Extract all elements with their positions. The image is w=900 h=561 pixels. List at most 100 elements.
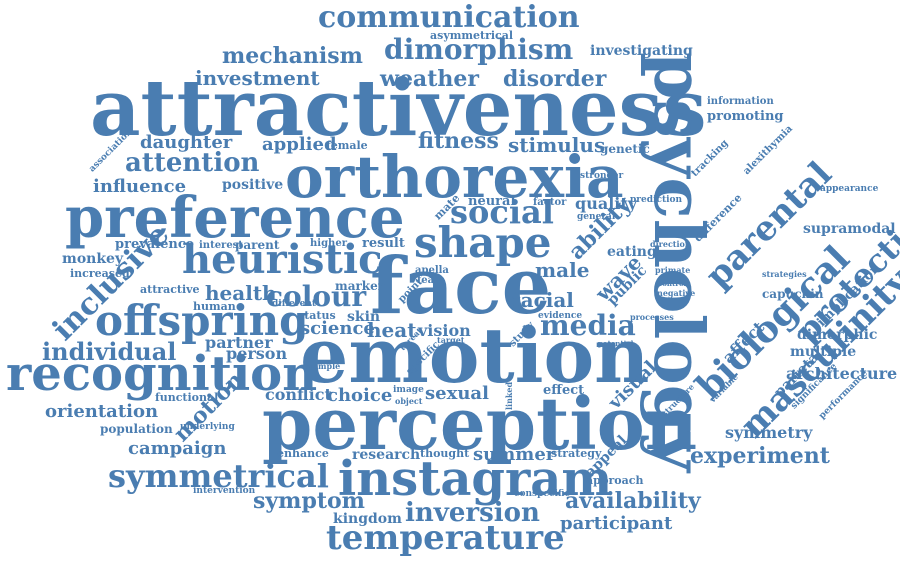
word-heuristic: heuristic	[182, 236, 383, 283]
word-higher: higher	[310, 238, 347, 249]
word-vision: vision	[418, 321, 471, 340]
word-attractiveness: attractiveness	[90, 63, 707, 154]
word-investment: investment	[195, 66, 320, 90]
word-sexual: sexual	[425, 383, 489, 404]
word-stronger: stronger	[580, 171, 624, 181]
word-recognition: recognition	[6, 346, 318, 402]
word-attention: attention	[125, 148, 260, 178]
word-disorder: disorder	[503, 66, 607, 92]
word-weather: weather	[380, 66, 479, 92]
word-stimulus: stimulus	[508, 133, 606, 157]
word-influence: influence	[93, 176, 187, 197]
word-intervention: intervention	[193, 486, 256, 496]
word-shape: shape	[414, 218, 552, 267]
word-factor: factor	[533, 197, 567, 208]
word-symmetrical: symmetrical	[108, 457, 329, 495]
word-asymmetrical: asymmetrical	[430, 29, 514, 42]
word-social: social	[450, 193, 554, 231]
word-mechanism: mechanism	[222, 43, 363, 69]
word-skin: skin	[347, 309, 381, 325]
word-target: target	[437, 335, 465, 345]
word-orientation: orientation	[45, 401, 159, 422]
word-research: research	[352, 447, 421, 463]
word-different: different	[272, 299, 316, 309]
word-general: general	[577, 212, 616, 222]
word-preference: preference	[65, 185, 405, 251]
word-approach: approach	[586, 474, 644, 487]
word-functional: functional	[155, 391, 219, 404]
word-choice: choice	[327, 385, 393, 406]
word-marker: marker	[335, 279, 385, 293]
word-thought: thought	[420, 447, 470, 460]
word-multiple: multiple	[790, 344, 857, 360]
word-control: control	[658, 279, 687, 288]
word-facial: facial	[512, 288, 574, 312]
word-availability: availability	[565, 488, 701, 514]
word-result: result	[362, 236, 405, 251]
word-offspring: offspring	[95, 296, 309, 345]
word-science: science	[300, 318, 375, 339]
word-prevalence: prevalence	[115, 237, 195, 252]
word-appearance: appearance	[820, 184, 879, 194]
word-processes: processes	[630, 312, 674, 322]
word-strategies: strategies	[762, 269, 807, 279]
word-individual: individual	[42, 337, 177, 366]
word-positive: positive	[222, 177, 284, 193]
word-apella: apella	[415, 265, 449, 276]
word-supramodal: supramodal	[803, 221, 896, 237]
word-information: information	[707, 96, 774, 107]
word-investigating: investigating	[590, 43, 693, 59]
word-linked: linked	[504, 381, 514, 410]
word-daughter: daughter	[140, 132, 233, 153]
word-increased: increased	[70, 267, 130, 280]
word-communication: communication	[318, 0, 580, 35]
word-fitness: fitness	[418, 128, 499, 154]
word-enhance: enhance	[277, 447, 329, 460]
word-inversion: inversion	[405, 498, 540, 528]
word-status: status	[298, 309, 336, 322]
word-neural: neural	[468, 194, 516, 209]
word-participant: participant	[560, 513, 673, 534]
word-media: media	[540, 309, 636, 342]
word-symptom: symptom	[253, 488, 365, 514]
word-interest: interest	[199, 240, 243, 251]
word-campaign: campaign	[128, 438, 227, 459]
word-symmetry: symmetry	[725, 423, 813, 442]
word-temperature: temperature	[326, 518, 565, 558]
word-emotion: emotion	[300, 311, 650, 400]
word-evidence: evidence	[538, 311, 583, 321]
word-dimorphism: dimorphism	[384, 33, 574, 66]
word-object: object	[395, 396, 423, 406]
word-parent: parent	[235, 238, 280, 252]
word-fear: fear	[417, 275, 440, 286]
word-population: population	[100, 422, 173, 436]
word-genetic: genetic	[600, 142, 650, 156]
word-experiment: experiment	[690, 443, 830, 469]
word-perception: perception	[262, 381, 698, 466]
word-direction: direction	[650, 239, 691, 249]
word-conspecific: conspecific	[514, 489, 571, 499]
word-primate: primate	[655, 265, 691, 275]
word-psychology: psychology	[638, 52, 718, 472]
word-dimorphic: dimorphic	[797, 327, 878, 343]
word-underlying: underlying	[180, 422, 235, 432]
word-colour: colour	[266, 280, 367, 313]
word-image: image	[393, 385, 424, 395]
word-applied: applied	[262, 134, 337, 155]
word-heat: heat	[367, 318, 417, 342]
word-human: human	[193, 300, 236, 313]
word-architecture: architecture	[786, 364, 898, 383]
word-monkey: monkey	[62, 251, 124, 267]
word-eating: eating	[607, 244, 657, 260]
word-attractive: attractive	[140, 283, 200, 296]
word-capuchin: capuchin	[762, 287, 824, 301]
word-face: face	[370, 241, 552, 332]
word-potential: potential	[598, 339, 634, 348]
word-instagram: instagram	[338, 451, 613, 507]
word-strategy: strategy	[551, 447, 602, 460]
word-person: person	[226, 344, 288, 363]
word-alexithymia: alexithymia	[741, 123, 796, 178]
word-promoting: promoting	[707, 109, 784, 124]
word-quality: quality	[575, 194, 638, 213]
